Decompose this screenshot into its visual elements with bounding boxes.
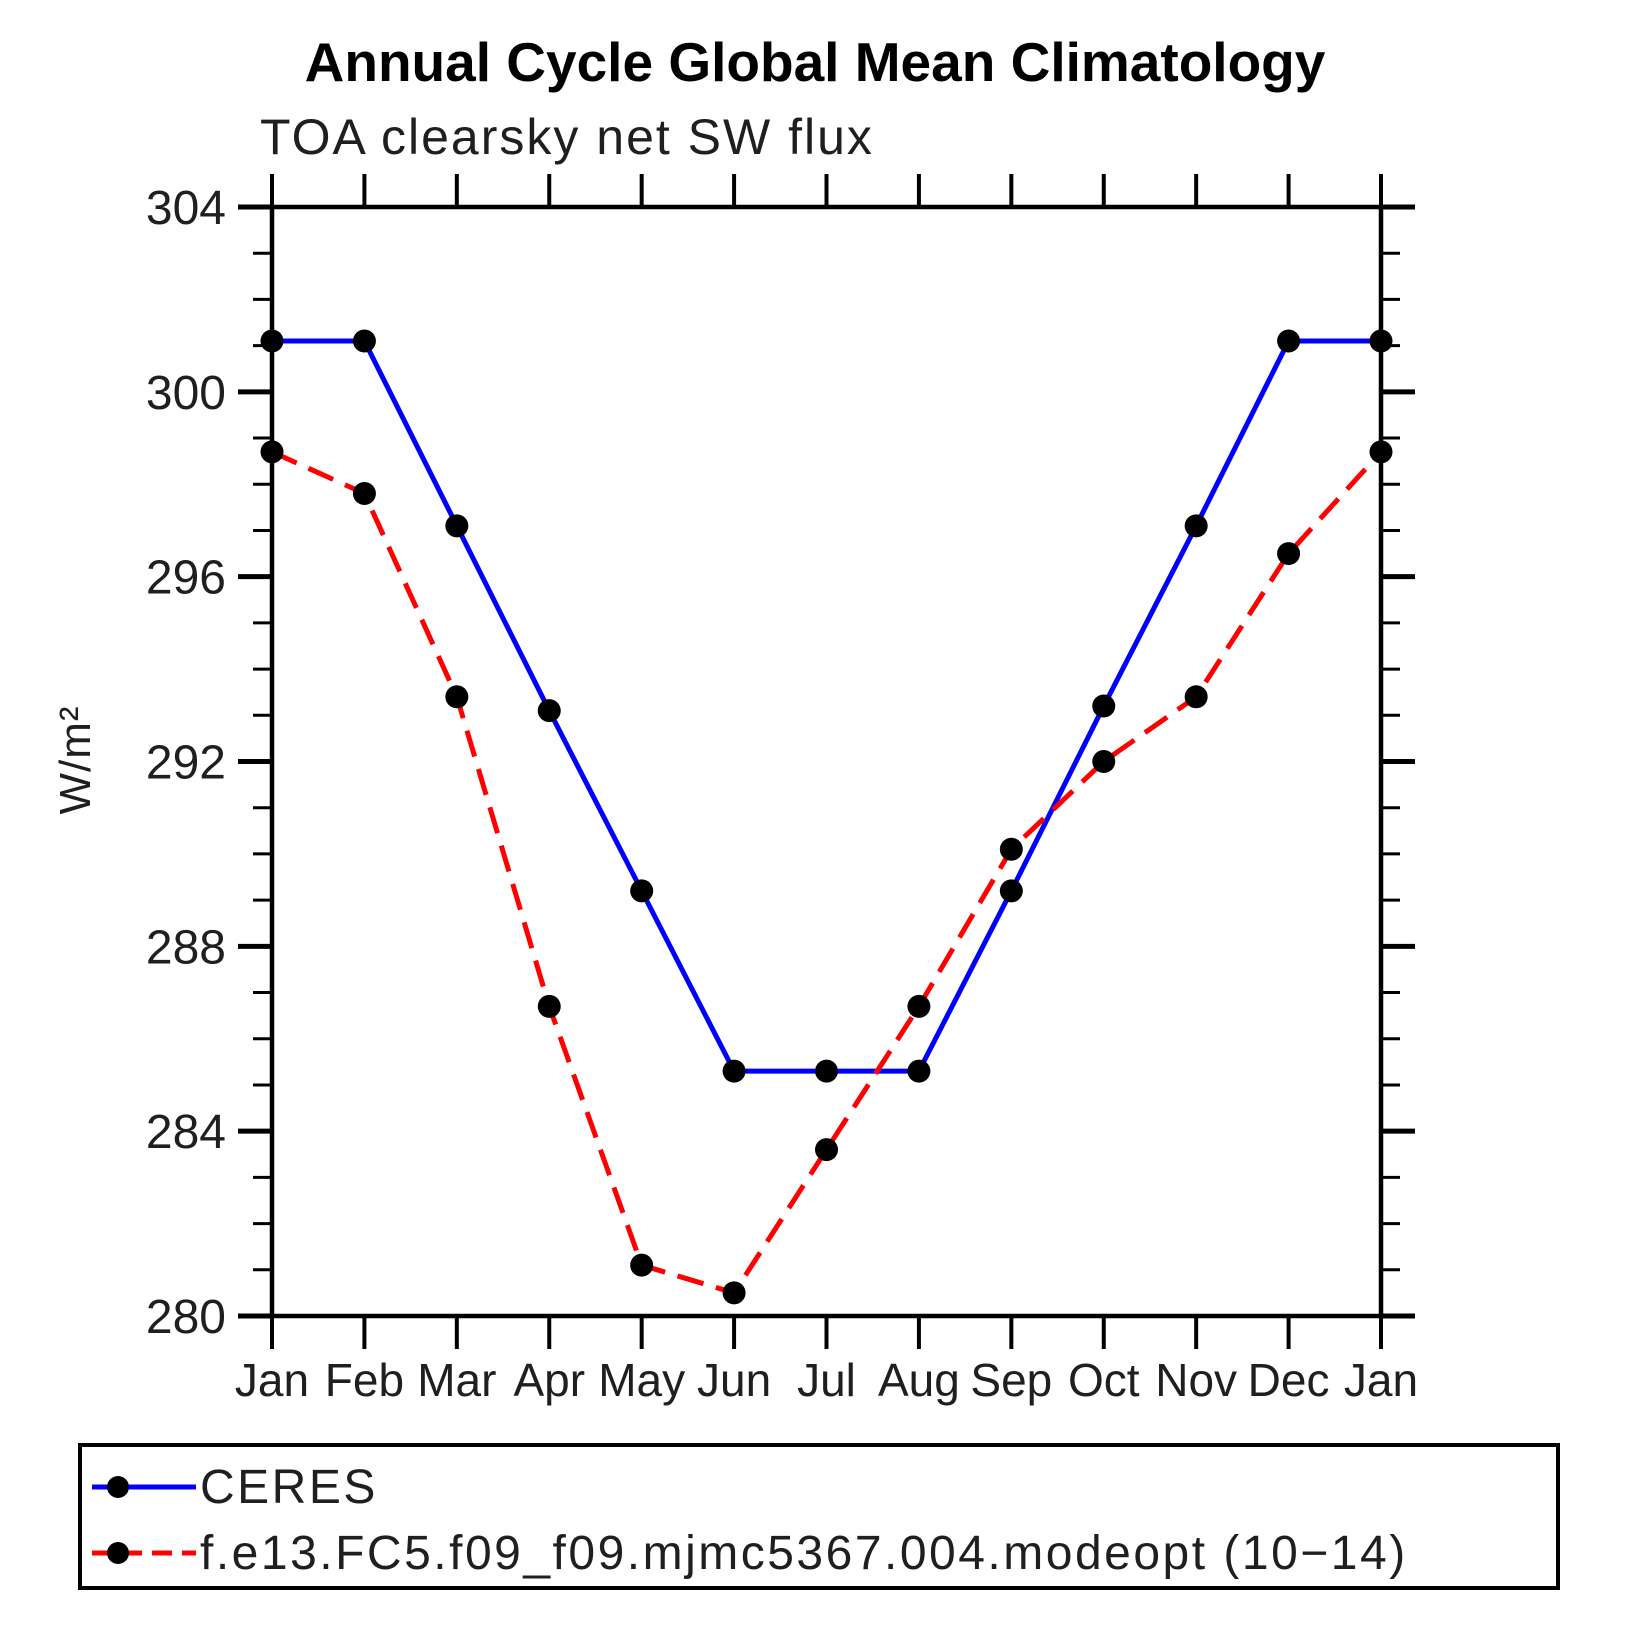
axis-ticks-group — [238, 174, 1415, 1349]
model-data-point — [630, 1253, 654, 1277]
x-tick-label: Oct — [1068, 1354, 1140, 1406]
model-data-point — [352, 481, 376, 505]
ceres-line — [272, 338, 1381, 1074]
x-tick-label: Jan — [1344, 1354, 1418, 1406]
model-line — [270, 449, 1383, 1296]
legend-marker-dot — [107, 1476, 129, 1498]
series-markers-group — [260, 329, 1393, 1305]
x-tick-label: Jan — [235, 1354, 309, 1406]
x-tick-label: Aug — [878, 1354, 960, 1406]
model-data-point — [445, 685, 469, 709]
x-tick-label: Mar — [417, 1354, 496, 1406]
ceres-data-point — [907, 1059, 931, 1083]
ceres-data-point — [445, 514, 469, 538]
x-tick-label: Apr — [513, 1354, 585, 1406]
legend-box: CERES f.e13.FC5.f09_f09.mjmc5367.004.mod… — [78, 1443, 1560, 1590]
y-tick-label: 304 — [146, 182, 226, 235]
model-data-point — [1369, 440, 1393, 464]
legend-sample-model — [92, 1542, 196, 1564]
x-tick-label: Feb — [325, 1354, 404, 1406]
legend-entry-model: f.e13.FC5.f09_f09.mjmc5367.004.modeopt (… — [90, 1526, 1408, 1580]
axis-labels-group: 280 284 288 292 296 300 304 Jan Feb Mar Apr May Jun J… — [146, 182, 1418, 1406]
legend-label-model: f.e13.FC5.f09_f09.mjmc5367.004.modeopt (… — [200, 1526, 1408, 1580]
chart-title: Annual Cycle Global Mean Climatology — [304, 31, 1326, 93]
x-tick-label: Jul — [797, 1354, 856, 1406]
x-tick-label: Dec — [1248, 1354, 1330, 1406]
model-data-point — [999, 837, 1023, 861]
model-data-point — [722, 1281, 746, 1305]
y-tick-label: 300 — [146, 367, 226, 420]
y-tick-label: 280 — [146, 1291, 226, 1344]
ceres-data-point — [1092, 694, 1116, 718]
ceres-data-point — [815, 1059, 838, 1083]
legend-sample-ceres — [92, 1476, 196, 1498]
model-data-point — [1092, 750, 1116, 773]
x-tick-label: Sep — [970, 1354, 1052, 1406]
model-data-point — [260, 440, 284, 464]
y-tick-label: 296 — [146, 552, 226, 605]
x-tick-label: Nov — [1155, 1354, 1237, 1406]
chart-subtitle: TOA clearsky net SW flux — [260, 109, 874, 165]
model-data-point — [1184, 685, 1208, 709]
ceres-data-point — [260, 329, 284, 353]
ceres-data-point — [999, 879, 1023, 903]
model-data-point — [907, 994, 931, 1018]
model-data-point — [1277, 542, 1301, 566]
legend-entry-ceres: CERES — [90, 1460, 378, 1514]
x-tick-label: Jun — [697, 1354, 771, 1406]
ceres-data-point — [352, 329, 376, 353]
ceres-data-point — [1277, 329, 1301, 353]
y-tick-label: 292 — [146, 737, 226, 790]
ceres-data-point — [630, 879, 654, 903]
model-data-point — [537, 994, 561, 1018]
y-tick-label: 288 — [146, 921, 226, 974]
legend-marker-dot — [107, 1542, 129, 1564]
model-data-point — [815, 1138, 838, 1162]
legend-label-ceres: CERES — [200, 1460, 378, 1514]
ceres-data-point — [537, 699, 561, 723]
x-tick-label: May — [598, 1354, 685, 1406]
ceres-data-point — [1184, 514, 1208, 538]
ceres-data-point — [722, 1059, 746, 1083]
y-tick-label: 284 — [146, 1106, 226, 1159]
ceres-data-point — [1369, 329, 1393, 353]
